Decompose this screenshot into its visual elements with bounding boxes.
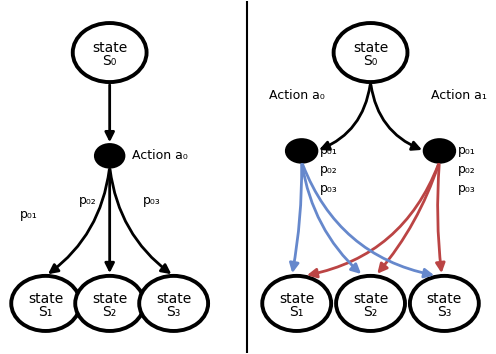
Ellipse shape (73, 23, 147, 82)
Ellipse shape (139, 276, 208, 331)
Ellipse shape (425, 140, 454, 162)
Text: Action a₁: Action a₁ (431, 89, 487, 102)
Text: S₀: S₀ (364, 55, 377, 68)
Ellipse shape (11, 276, 80, 331)
Text: p₀₃: p₀₃ (143, 194, 160, 207)
Text: state: state (92, 291, 127, 306)
Text: state: state (279, 291, 314, 306)
Text: p₀₁: p₀₁ (19, 209, 37, 221)
Ellipse shape (262, 276, 331, 331)
Text: p₀₁
p₀₂
p₀₃: p₀₁ p₀₂ p₀₃ (458, 144, 476, 195)
Text: state: state (353, 291, 388, 306)
Ellipse shape (336, 276, 405, 331)
Text: S₁: S₁ (39, 305, 53, 319)
Text: state: state (28, 291, 63, 306)
Text: state: state (156, 291, 191, 306)
Ellipse shape (334, 23, 407, 82)
Text: S₂: S₂ (103, 305, 117, 319)
Text: state: state (92, 41, 127, 55)
Text: Action a₀: Action a₀ (132, 149, 187, 162)
Ellipse shape (287, 140, 316, 162)
Text: state: state (427, 291, 462, 306)
Text: S₂: S₂ (364, 305, 377, 319)
Text: S₃: S₃ (167, 305, 181, 319)
Text: Action a₀: Action a₀ (269, 89, 324, 102)
Text: state: state (353, 41, 388, 55)
Text: p₀₁
p₀₂
p₀₃: p₀₁ p₀₂ p₀₃ (320, 144, 338, 195)
Ellipse shape (410, 276, 479, 331)
Text: p₀₂: p₀₂ (79, 194, 96, 207)
Text: S₁: S₁ (290, 305, 304, 319)
Text: S₃: S₃ (437, 305, 451, 319)
Ellipse shape (75, 276, 144, 331)
Ellipse shape (96, 145, 124, 167)
Text: S₀: S₀ (103, 55, 117, 68)
